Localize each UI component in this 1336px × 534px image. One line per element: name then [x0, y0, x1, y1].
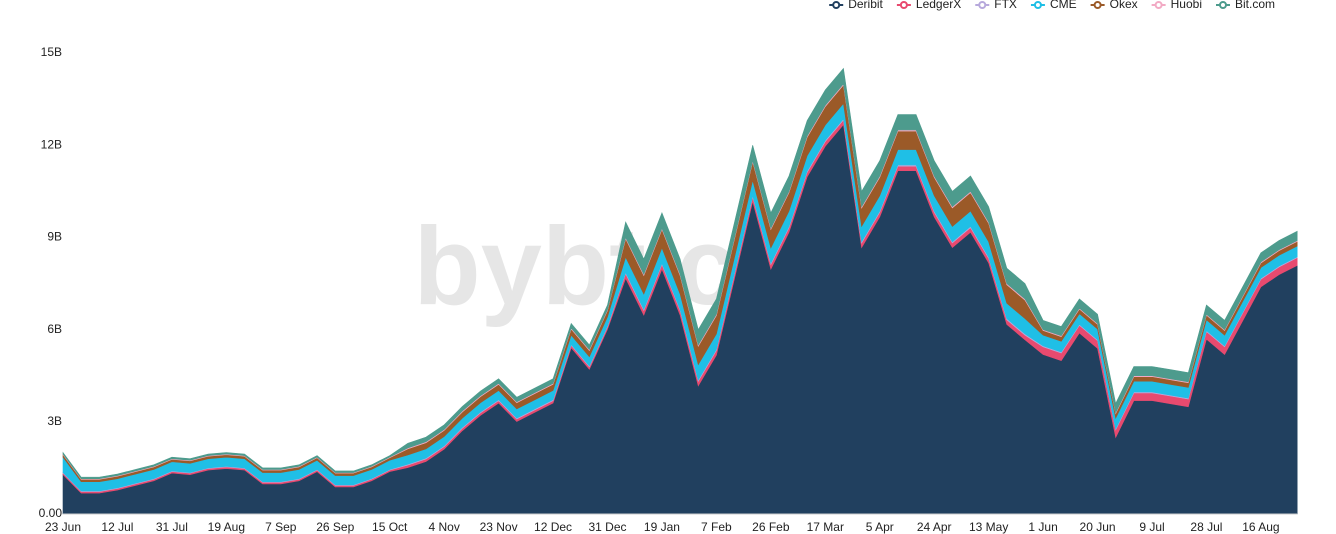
x-tick-label: 31 Dec	[588, 520, 626, 534]
x-tick-label: 1 Jun	[1028, 520, 1057, 534]
x-tick-label: 23 Nov	[480, 520, 518, 534]
legend-marker	[1093, 1, 1102, 9]
x-tick-label: 28 Jul	[1190, 520, 1222, 534]
legend-label: Bit.com	[1235, 0, 1275, 11]
x-tick-label: 7 Sep	[265, 520, 297, 534]
x-tick-label: 4 Nov	[428, 520, 459, 534]
legend: Deribit LedgerX FTX CME Okex Huobi Bit.com	[829, 0, 1275, 11]
legend-item: FTX	[975, 0, 1017, 11]
legend-label: FTX	[994, 0, 1017, 11]
legend-marker	[1218, 1, 1227, 9]
x-tick-label: 16 Aug	[1242, 520, 1279, 534]
x-tick-label: 19 Aug	[208, 520, 245, 534]
legend-label: LedgerX	[916, 0, 961, 11]
y-tick-label: 0.00	[39, 506, 63, 520]
y-tick-label: 9B	[47, 230, 62, 244]
legend-item: LedgerX	[896, 0, 961, 11]
x-tick-label: 17 Mar	[807, 520, 844, 534]
legend-label: Okex	[1110, 0, 1138, 11]
area	[62, 67, 1298, 479]
x-tick-label: 12 Jul	[101, 520, 133, 534]
x-tick-label: 7 Feb	[701, 520, 732, 534]
x-tick-label: 26 Sep	[316, 520, 354, 534]
legend-marker	[978, 1, 987, 9]
x-tick-label: 26 Feb	[752, 520, 790, 534]
legend-item: Huobi	[1151, 0, 1202, 11]
legend-label: Deribit	[848, 0, 883, 11]
x-tick-label: 13 May	[969, 520, 1008, 534]
x-tick-label: 15 Oct	[372, 520, 408, 534]
legend-marker	[899, 1, 908, 9]
x-tick-label: 31 Jul	[156, 520, 188, 534]
legend-marker	[1033, 1, 1042, 9]
legend-item: Deribit	[829, 0, 884, 11]
area	[62, 123, 1298, 515]
y-tick-label: 15B	[41, 45, 62, 59]
x-tick-label: 20 Jun	[1080, 520, 1116, 534]
legend-marker	[832, 1, 841, 9]
legend-label: CME	[1050, 0, 1077, 11]
x-tick-label: 12 Dec	[534, 520, 572, 534]
x-tick-label: 24 Apr	[917, 520, 952, 534]
legend-item: Okex	[1090, 0, 1138, 11]
y-tick-label: 6B	[47, 322, 62, 336]
y-tick-label: 12B	[41, 137, 62, 151]
x-tick-label: 9 Jul	[1139, 520, 1164, 534]
y-tick-label: 3B	[47, 414, 62, 428]
legend-item: Bit.com	[1215, 0, 1275, 11]
x-tick-label: 5 Apr	[866, 520, 894, 534]
legend-label: Huobi	[1171, 0, 1202, 11]
legend-marker	[1154, 1, 1163, 9]
x-tick-label: 23 Jun	[45, 520, 81, 534]
x-tick-label: 19 Jan	[644, 520, 680, 534]
legend-item: CME	[1030, 0, 1077, 11]
